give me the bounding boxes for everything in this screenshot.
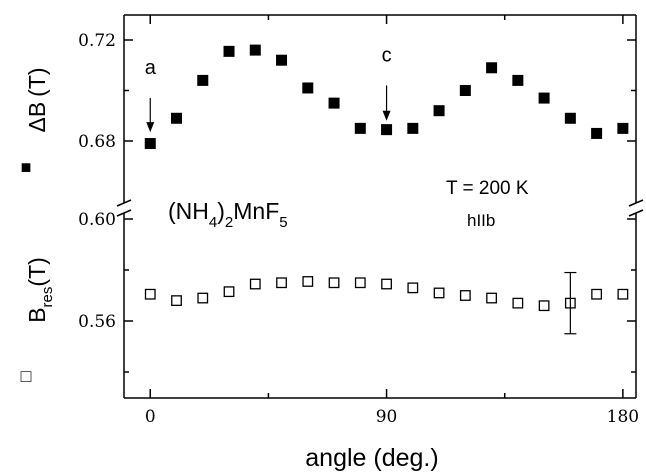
- lower-point-2: [197, 292, 209, 304]
- lower-point-5: [276, 277, 287, 289]
- upper-point-5: [276, 54, 288, 66]
- lower-point-7: [328, 277, 340, 289]
- upper-y-tick-label-0: 0.68: [78, 132, 116, 152]
- upper-point-14: [512, 74, 524, 86]
- lower-point-10: [407, 282, 419, 294]
- upper-point-17: [591, 127, 603, 139]
- upper-point-4: [249, 44, 261, 56]
- upper-point-13: [486, 62, 498, 74]
- temperature-label: T = 200 K: [446, 178, 529, 199]
- upper-point-12: [459, 85, 471, 96]
- x-tick-label-1: 90: [376, 407, 398, 427]
- upper-y-tick-label-1: 0.72: [78, 31, 116, 51]
- annotation-label-c: c: [382, 44, 392, 66]
- upper-point-2: [197, 74, 209, 86]
- upper-point-16: [564, 112, 576, 124]
- lower-point-9: [381, 278, 392, 290]
- lower-point-3: [223, 286, 235, 298]
- upper-point-0: [144, 138, 156, 150]
- compound-label: (NH4)2MnF5: [168, 198, 288, 231]
- x-axis: 0 90 180: [145, 15, 639, 427]
- upper-series: [144, 44, 629, 150]
- upper-point-11: [433, 105, 445, 117]
- upper-point-8: [354, 122, 366, 134]
- annotation-arrow-head-a: [146, 122, 155, 133]
- plot-frame: [123, 14, 637, 399]
- x-tick-label-0: 0: [145, 407, 156, 427]
- lower-legend-marker: □: [21, 366, 32, 386]
- lower-point-11: [433, 287, 445, 299]
- upper-point-7: [328, 97, 340, 109]
- lower-y-axis: 0.56 0.60: [78, 210, 636, 373]
- upper-point-9: [381, 124, 393, 136]
- upper-point-10: [407, 122, 419, 134]
- lower-point-12: [459, 290, 471, 301]
- upper-point-15: [538, 92, 550, 104]
- lower-y-tick-label-0: 0.56: [78, 312, 116, 332]
- break-mark-left-1: [116, 199, 132, 207]
- upper-y-axis: 0.68 0.72: [78, 31, 636, 152]
- lower-point-18: [617, 288, 629, 300]
- upper-legend-marker: ■: [21, 157, 32, 177]
- upper-point-6: [302, 82, 314, 94]
- orientation-label: hIIb: [467, 211, 495, 230]
- break-mark-left-2: [116, 209, 132, 217]
- upper-point-18: [617, 122, 629, 134]
- x-tick-label-2: 180: [607, 407, 639, 427]
- break-mark-right-1: [628, 199, 644, 207]
- lower-point-14: [512, 297, 524, 309]
- lower-point-6: [302, 276, 314, 287]
- lower-y-tick-label-1: 0.60: [78, 210, 116, 230]
- lower-point-8: [354, 277, 366, 289]
- lower-point-17: [591, 288, 603, 300]
- upper-ylabel: ΔB(T): [24, 67, 50, 132]
- lower-point-0: [144, 288, 156, 300]
- lower-ylabel: Bres(T): [24, 257, 56, 323]
- lower-point-13: [486, 292, 497, 304]
- error-bar: [564, 271, 577, 335]
- upper-point-1: [171, 112, 183, 124]
- break-mark-right-2: [628, 209, 644, 217]
- annotations: ac: [145, 44, 392, 133]
- x-axis-title: angle (deg.): [305, 444, 438, 472]
- annotation-label-a: a: [145, 57, 157, 79]
- axis-break: [116, 199, 644, 217]
- lower-point-15: [538, 300, 550, 312]
- lower-point-1: [171, 295, 182, 307]
- lower-series: [144, 276, 629, 312]
- lower-point-4: [249, 278, 261, 290]
- upper-point-3: [223, 45, 235, 57]
- annotation-arrow-head-c: [382, 110, 391, 121]
